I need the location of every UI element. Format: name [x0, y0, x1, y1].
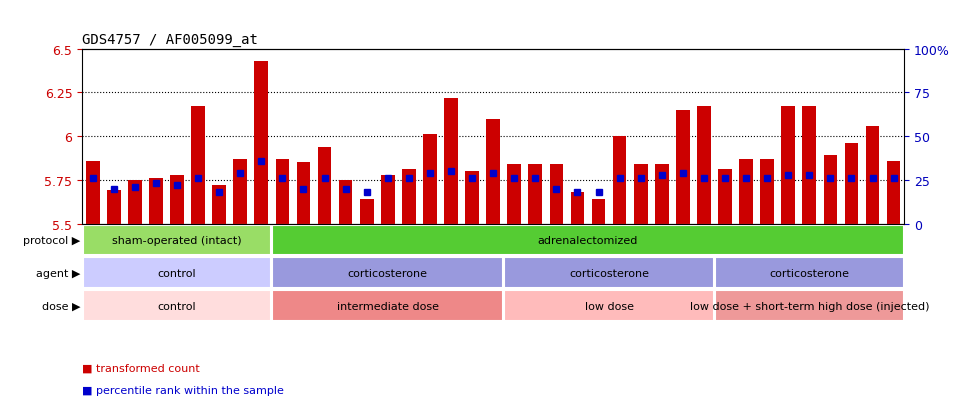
Bar [844, 144, 859, 224]
FancyBboxPatch shape [273, 258, 503, 288]
Bar [297, 163, 310, 224]
Bar [381, 175, 395, 224]
Text: corticosterone: corticosterone [570, 268, 649, 278]
Text: ■ percentile rank within the sample: ■ percentile rank within the sample [82, 385, 284, 395]
Text: GDS4757 / AF005099_at: GDS4757 / AF005099_at [82, 33, 258, 47]
Bar [508, 165, 521, 224]
Text: corticosterone: corticosterone [770, 268, 849, 278]
FancyBboxPatch shape [715, 290, 904, 321]
Bar [170, 175, 184, 224]
FancyBboxPatch shape [82, 290, 272, 321]
Bar [865, 126, 879, 224]
Bar [633, 165, 648, 224]
Text: agent ▶: agent ▶ [36, 268, 80, 278]
Bar [233, 159, 248, 224]
Bar [549, 165, 563, 224]
Bar [107, 191, 121, 224]
Bar [676, 111, 689, 224]
Text: adrenalectomized: adrenalectomized [538, 235, 638, 245]
Bar [213, 185, 226, 224]
Bar [697, 107, 711, 224]
Bar [338, 180, 353, 224]
Bar [592, 199, 605, 224]
Text: control: control [158, 301, 196, 311]
Bar [465, 172, 479, 224]
Bar [128, 180, 142, 224]
Bar [191, 107, 205, 224]
FancyBboxPatch shape [82, 225, 272, 256]
Text: protocol ▶: protocol ▶ [23, 235, 80, 245]
Bar [486, 119, 500, 224]
Bar [402, 170, 416, 224]
Text: low dose: low dose [585, 301, 633, 311]
FancyBboxPatch shape [715, 258, 904, 288]
Bar [360, 199, 373, 224]
Text: control: control [158, 268, 196, 278]
FancyBboxPatch shape [504, 258, 714, 288]
Text: dose ▶: dose ▶ [42, 301, 80, 311]
Bar [149, 179, 162, 224]
Bar [887, 161, 900, 224]
Text: low dose + short-term high dose (injected): low dose + short-term high dose (injecte… [689, 301, 929, 311]
Text: ■ transformed count: ■ transformed count [82, 363, 200, 373]
Bar [318, 147, 332, 224]
Bar [571, 192, 584, 224]
FancyBboxPatch shape [273, 225, 904, 256]
Text: sham-operated (intact): sham-operated (intact) [112, 235, 242, 245]
Bar [424, 135, 437, 224]
Bar [739, 159, 753, 224]
Bar [824, 156, 837, 224]
Text: intermediate dose: intermediate dose [337, 301, 439, 311]
FancyBboxPatch shape [82, 258, 272, 288]
Bar [444, 98, 457, 224]
Bar [655, 165, 668, 224]
Bar [86, 161, 100, 224]
Bar [529, 165, 542, 224]
FancyBboxPatch shape [273, 290, 503, 321]
Bar [803, 107, 816, 224]
Bar [613, 137, 627, 224]
Bar [781, 107, 795, 224]
Text: corticosterone: corticosterone [348, 268, 427, 278]
Bar [276, 159, 289, 224]
Bar [718, 170, 732, 224]
Bar [760, 159, 774, 224]
FancyBboxPatch shape [504, 290, 714, 321]
Bar [254, 62, 268, 224]
